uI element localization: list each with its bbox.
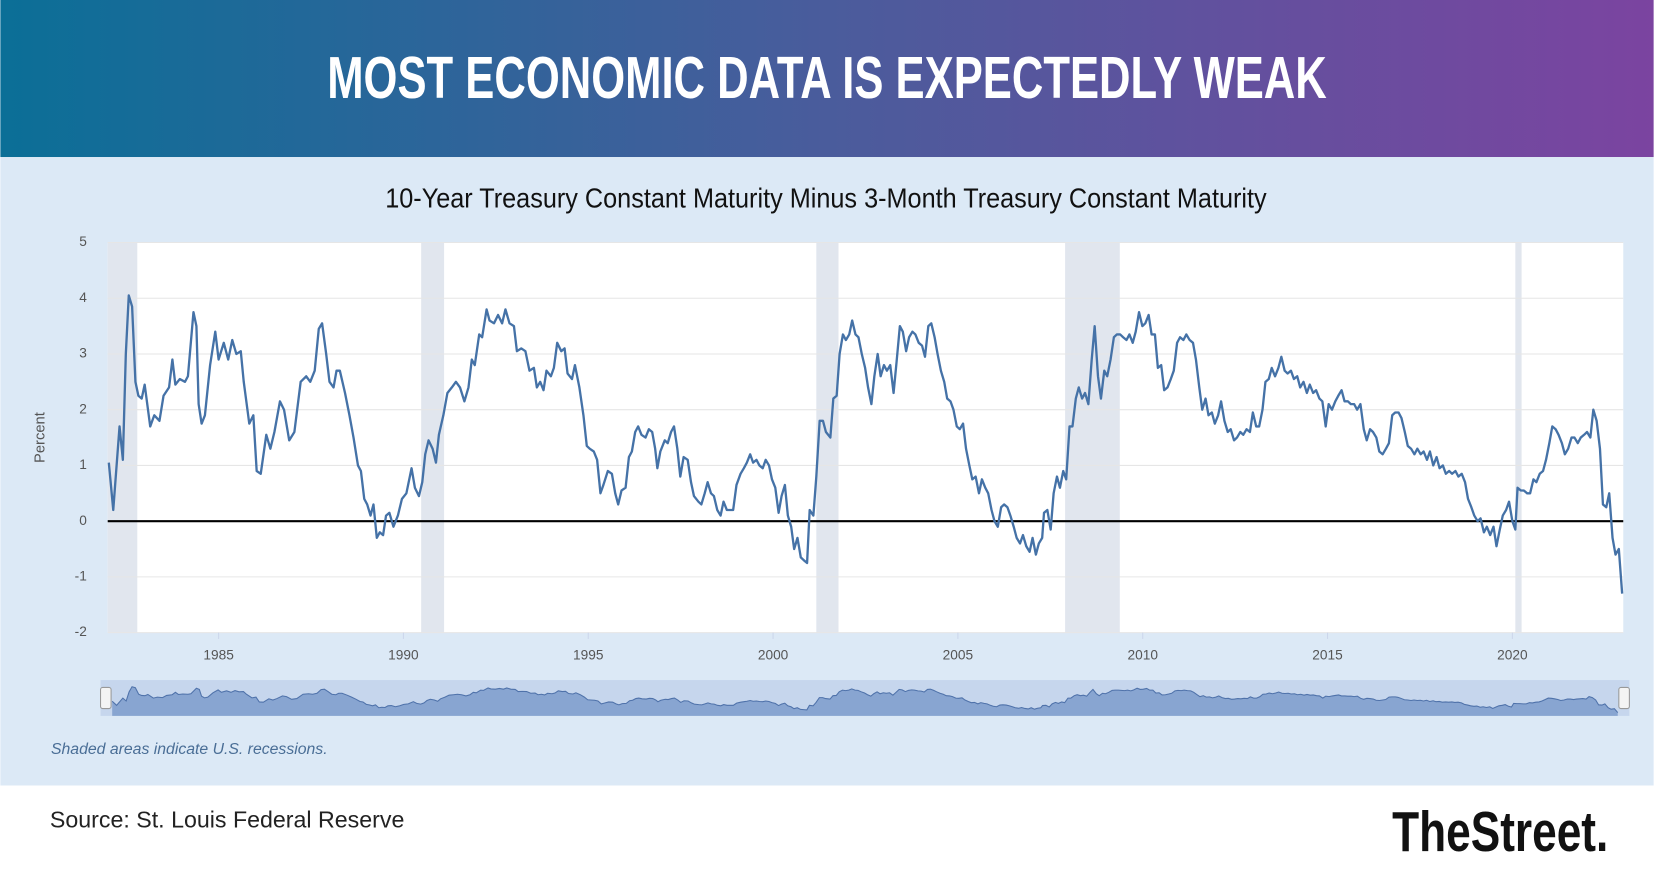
y-tick-label: 1 bbox=[79, 457, 87, 472]
x-tick-label: 1995 bbox=[573, 647, 604, 662]
header-title: MOST ECONOMIC DATA IS EXPECTEDLY WEAK bbox=[327, 45, 1327, 111]
navigator-handle[interactable] bbox=[100, 686, 112, 710]
x-tick-label: 2005 bbox=[943, 647, 974, 662]
x-tick-label: 2015 bbox=[1312, 647, 1343, 662]
recession-note: Shaded areas indicate U.S. recessions. bbox=[51, 741, 328, 758]
header-band bbox=[0, 0, 1654, 158]
y-tick-label: 0 bbox=[79, 513, 87, 528]
y-tick-label: -1 bbox=[75, 569, 87, 584]
x-tick-label: 2010 bbox=[1127, 647, 1158, 662]
source: Source: St. Louis Federal Reserve bbox=[50, 806, 404, 832]
x-tick-label: 2000 bbox=[758, 647, 789, 662]
y-tick-label: 4 bbox=[79, 290, 87, 305]
y-tick-label: 3 bbox=[79, 346, 87, 361]
y-tick-label: 2 bbox=[79, 401, 87, 416]
navigator-line bbox=[111, 686, 1619, 713]
navigator-series bbox=[111, 686, 1619, 716]
y-axis-label: Percent bbox=[32, 412, 48, 463]
navigator-handle[interactable] bbox=[1618, 686, 1630, 710]
recession-band bbox=[816, 242, 839, 633]
x-tick-label: 2020 bbox=[1497, 647, 1528, 662]
y-tick-label: -2 bbox=[75, 624, 87, 639]
chart-title: 10-Year Treasury Constant Maturity Minus… bbox=[385, 183, 1267, 214]
recession-band bbox=[1515, 242, 1522, 633]
recession-band bbox=[1065, 242, 1120, 633]
logo: TheStreet. bbox=[1392, 800, 1608, 864]
plot-area bbox=[107, 242, 1624, 633]
recession-band bbox=[421, 242, 445, 633]
x-tick-label: 1990 bbox=[388, 647, 419, 662]
plot bbox=[107, 241, 1624, 634]
y-tick-label: 5 bbox=[79, 234, 87, 249]
x-tick-label: 1985 bbox=[203, 647, 234, 662]
series-line bbox=[107, 294, 1624, 594]
navigator-area bbox=[112, 686, 1618, 716]
